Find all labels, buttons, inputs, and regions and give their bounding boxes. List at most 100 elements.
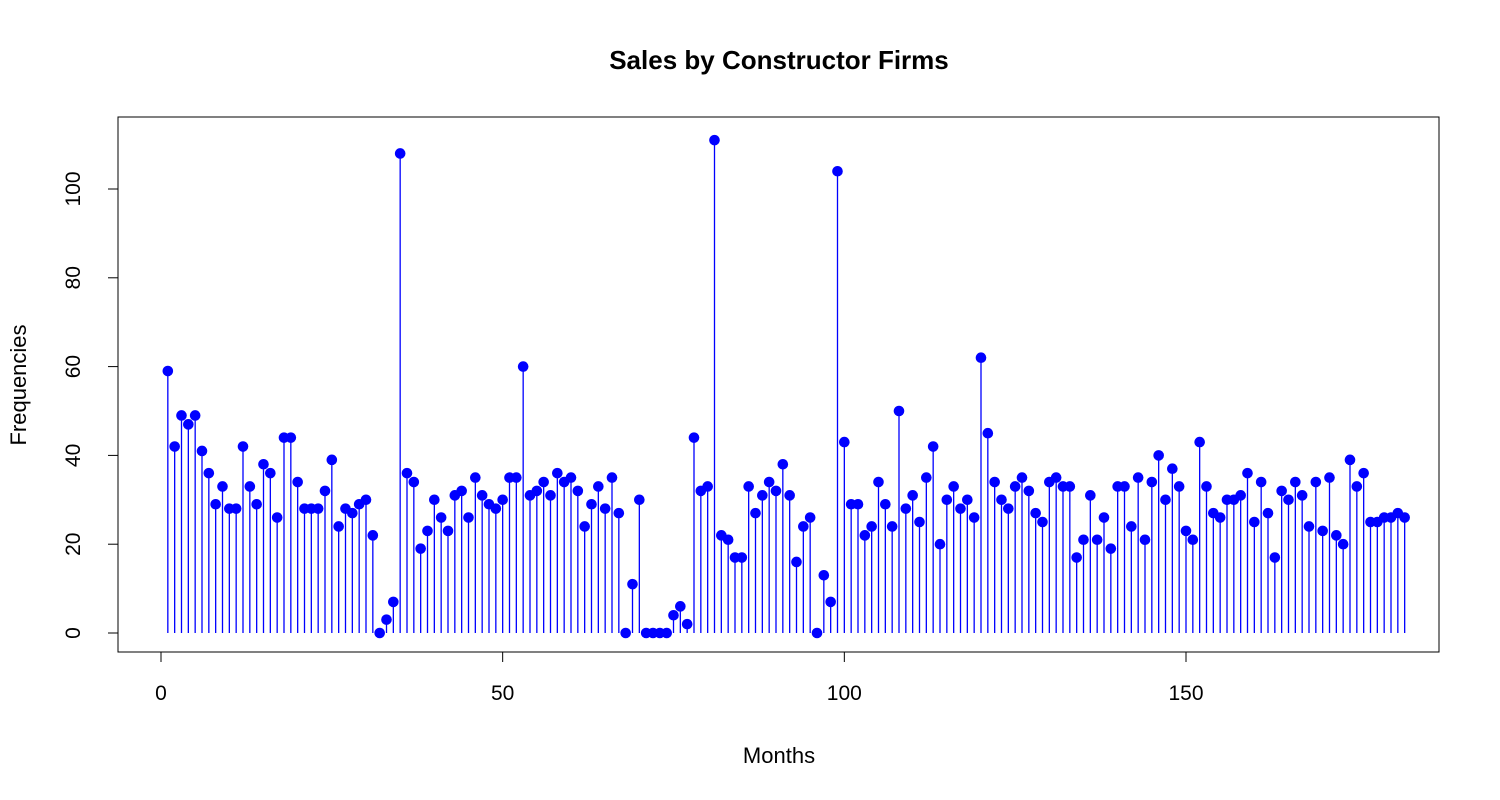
y-tick-label: 80 [62, 266, 85, 289]
data-point [743, 481, 754, 492]
data-point [381, 614, 392, 625]
data-point [1283, 494, 1294, 506]
data-point [531, 485, 543, 497]
data-point [1317, 525, 1328, 537]
data-point [189, 410, 201, 421]
data-point [832, 165, 843, 177]
data-point [627, 578, 638, 590]
data-point [1009, 481, 1021, 492]
data-point [1235, 490, 1246, 501]
data-point [1139, 534, 1151, 546]
data-point [326, 454, 338, 466]
stem-lines [167, 140, 1406, 633]
data-point [271, 512, 283, 523]
data-point [319, 485, 331, 497]
data-point [1153, 450, 1164, 461]
data-point [1132, 472, 1144, 483]
y-tick-label: 100 [62, 171, 85, 206]
data-point [360, 494, 372, 506]
data-point [196, 445, 208, 457]
data-point [784, 490, 795, 501]
data-point [886, 521, 898, 532]
data-point [210, 498, 221, 510]
data-point [975, 352, 987, 364]
data-point [545, 490, 556, 501]
data-point [1344, 454, 1356, 466]
data-point [1331, 530, 1342, 541]
data-point [265, 467, 276, 479]
data-point [900, 503, 912, 514]
data-point [818, 569, 830, 581]
data-point [422, 525, 433, 537]
data-point [463, 512, 474, 523]
data-point [873, 476, 884, 488]
data-point [852, 498, 864, 510]
data-point [1126, 521, 1137, 532]
data-point [1194, 436, 1205, 448]
data-point [1276, 485, 1287, 497]
data-point [934, 538, 946, 550]
data-point [1187, 534, 1199, 546]
data-point [456, 485, 467, 497]
data-point [538, 476, 549, 488]
data-point [1242, 467, 1253, 479]
data-point [866, 521, 877, 532]
data-point [1249, 516, 1260, 528]
data-point [415, 543, 426, 554]
data-point [237, 441, 249, 452]
data-point [1201, 481, 1212, 492]
data-point [1303, 521, 1315, 532]
data-point [312, 503, 324, 514]
data-point [258, 458, 269, 470]
data-point [798, 521, 809, 532]
y-tick-label: 40 [62, 444, 85, 467]
x-tick-label: 50 [491, 682, 514, 705]
data-point [1173, 481, 1185, 492]
data-point [1180, 525, 1192, 537]
data-point [1324, 472, 1335, 483]
x-axis-label: Months [743, 743, 815, 768]
data-point [1160, 494, 1171, 506]
data-point [251, 498, 262, 510]
data-point [1098, 512, 1110, 523]
data-point [593, 481, 604, 492]
data-point [401, 467, 413, 479]
data-point [1050, 472, 1062, 483]
data-point [347, 507, 358, 519]
data-point [1105, 543, 1117, 554]
data-point [921, 472, 932, 483]
data-point [681, 618, 693, 630]
data-point [1023, 485, 1035, 497]
data-point [1037, 516, 1048, 528]
data-point [565, 472, 577, 483]
data-point [955, 503, 966, 514]
x-ticks: 0 50 100 150 [155, 652, 1204, 705]
y-tick-label: 20 [62, 533, 85, 556]
data-point [1071, 552, 1082, 563]
data-point [1358, 467, 1369, 479]
data-point [169, 441, 180, 452]
data-point [661, 627, 672, 639]
data-point [1030, 507, 1041, 519]
data-point [606, 472, 618, 483]
data-point [811, 627, 823, 639]
data-point [839, 436, 850, 448]
data-point [907, 490, 918, 501]
data-point [989, 476, 1000, 488]
data-point [914, 516, 925, 528]
data-point [1146, 476, 1158, 488]
x-tick-label: 100 [827, 682, 862, 705]
data-point [702, 481, 713, 492]
data-point [982, 427, 994, 439]
data-point [1119, 481, 1130, 492]
data-point [620, 627, 631, 639]
data-point [497, 494, 508, 506]
data-point [1296, 490, 1308, 501]
data-point [292, 476, 303, 488]
data-point [757, 490, 768, 501]
data-point [394, 148, 406, 159]
data-point [941, 494, 953, 506]
data-point [442, 525, 454, 537]
y-axis: 0 20 40 60 80 100 [62, 171, 119, 639]
